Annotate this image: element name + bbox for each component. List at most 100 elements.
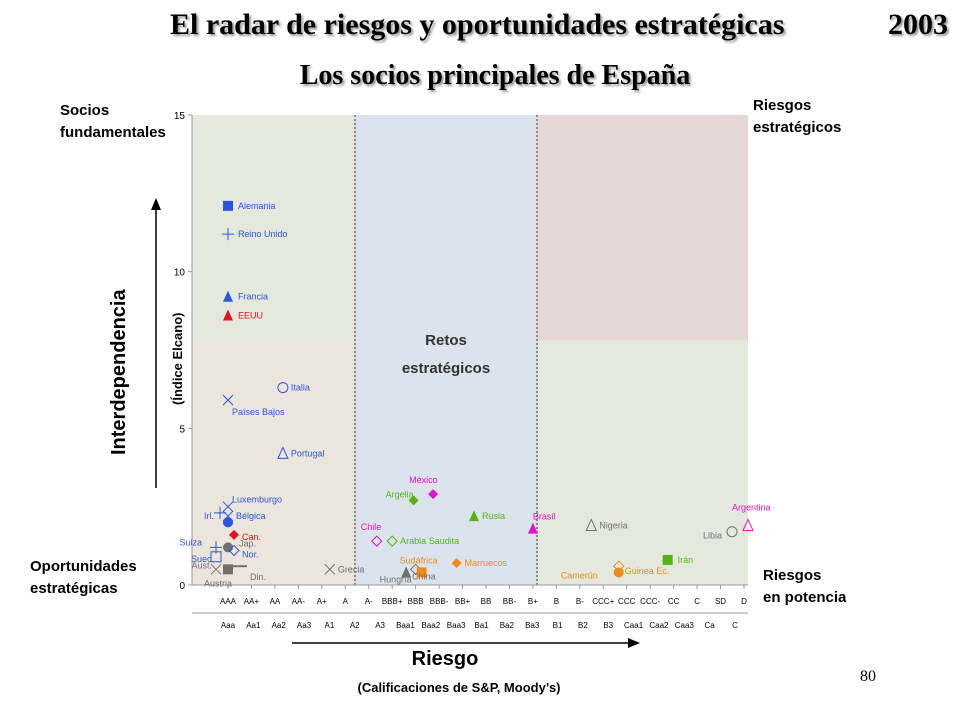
point-label: Jap. bbox=[239, 538, 256, 548]
x-tick-label-sp: C bbox=[694, 597, 700, 606]
point-irán bbox=[662, 554, 673, 565]
x-tick-label-moodys: C bbox=[732, 621, 738, 630]
label-riesgos-en-potencia: Riesgos en potencia bbox=[763, 565, 846, 609]
x-tick-label-moodys: Caa1 bbox=[624, 621, 644, 630]
point-label: Marruecos bbox=[465, 558, 508, 568]
label-retos-estrategicos: estratégicos bbox=[402, 360, 490, 377]
point-label: Países Bajos bbox=[232, 407, 285, 417]
y-tick-label: 15 bbox=[174, 111, 186, 122]
point-label: Reino Unido bbox=[238, 229, 288, 239]
point-aust- bbox=[210, 563, 222, 575]
x-tick-label-sp: D bbox=[741, 597, 747, 606]
chart-year: 2003 bbox=[888, 8, 948, 41]
point-label: Austria bbox=[204, 578, 232, 588]
x-arrow-head bbox=[628, 638, 640, 648]
x-tick-label-sp: BB+ bbox=[455, 597, 471, 606]
point-irl- bbox=[214, 506, 226, 519]
label-oportunidades-estrategicas: Oportunidades estratégicas bbox=[30, 556, 137, 600]
zone-riesgos-en-potencia bbox=[537, 340, 748, 585]
point-camerún bbox=[613, 567, 624, 578]
x-tick-label-moodys: B3 bbox=[603, 621, 613, 630]
x-tick-label-sp: BBB+ bbox=[382, 597, 403, 606]
x-tick-label-sp: BBB- bbox=[430, 597, 449, 606]
point-nor- bbox=[228, 544, 240, 557]
point-nigeria bbox=[585, 518, 598, 531]
point-sudáfrica bbox=[416, 567, 427, 578]
point-label: Guinea Ec. bbox=[625, 566, 670, 576]
point-label: México bbox=[409, 475, 438, 485]
corner-text: estratégicas bbox=[30, 580, 118, 597]
point-label: Arabia Saudita bbox=[400, 536, 459, 546]
x-tick-label-sp: BBB bbox=[408, 597, 424, 606]
x-tick-label-sp: BB- bbox=[503, 597, 517, 606]
point-label: Hungría bbox=[380, 574, 412, 584]
point-label: Grecia bbox=[338, 564, 365, 574]
point-label: Francia bbox=[238, 292, 268, 302]
point-label: Italia bbox=[291, 383, 310, 393]
y-tick-label: 5 bbox=[179, 424, 185, 435]
x-tick-label-moodys: B1 bbox=[553, 621, 563, 630]
point-can- bbox=[229, 529, 239, 540]
point-argentina bbox=[742, 518, 754, 531]
x-tick-label-sp: B bbox=[554, 597, 559, 606]
page-number: 80 bbox=[860, 668, 876, 685]
x-tick-label-sp: AAA bbox=[220, 597, 237, 606]
point-label: Suiza bbox=[179, 537, 202, 547]
x-tick-label-moodys: Aa2 bbox=[272, 621, 287, 630]
point-arabia-saudita bbox=[386, 535, 398, 547]
point-países-bajos bbox=[222, 394, 234, 406]
point-label: Irán bbox=[678, 555, 694, 565]
label-retos-estrategicos: Retos bbox=[425, 332, 467, 349]
point-portugal bbox=[277, 446, 289, 459]
point-label: Sudáfrica bbox=[400, 555, 438, 565]
point-china bbox=[401, 566, 412, 578]
point-jap- bbox=[223, 542, 233, 553]
x-tick-label-moodys: Caa3 bbox=[675, 621, 695, 630]
x-tick-label-moodys: B2 bbox=[578, 621, 588, 630]
x-tick-label-moodys: Ba1 bbox=[474, 621, 489, 630]
point-label: Suec. bbox=[191, 554, 214, 564]
x-tick-label-moodys: Aa3 bbox=[297, 621, 312, 630]
zone-oportunidades bbox=[192, 340, 355, 585]
point-label: Din. bbox=[250, 572, 266, 582]
point-rusia bbox=[469, 510, 479, 522]
label-socios-fundamentales: Socios fundamentales bbox=[60, 100, 166, 144]
point-austria bbox=[223, 564, 233, 575]
zone-riesgos-estrategicos bbox=[537, 115, 748, 341]
point-label: Argentina bbox=[732, 502, 771, 512]
x-tick-label-moodys: Baa2 bbox=[421, 621, 440, 630]
y-tick-label: 10 bbox=[174, 268, 186, 279]
x-tick-label-sp: A bbox=[343, 597, 349, 606]
corner-text: fundamentales bbox=[60, 124, 166, 141]
x-tick-label-moodys: Baa3 bbox=[447, 621, 466, 630]
point-eeuu bbox=[223, 309, 233, 321]
x-tick-label-sp: CCC bbox=[618, 597, 636, 606]
x-tick-label-moodys: Aaa bbox=[221, 621, 236, 630]
y-arrow-head bbox=[151, 198, 161, 210]
point-label: Nor. bbox=[242, 550, 259, 560]
x-tick-label-sp: CCC- bbox=[640, 597, 660, 606]
chart-subtitle: Los socios principales de España bbox=[299, 60, 691, 91]
point-unlabeled bbox=[223, 517, 233, 528]
point-label: China bbox=[412, 571, 436, 581]
point-italia bbox=[277, 382, 289, 394]
point-chile bbox=[371, 535, 383, 547]
point-label: Libia bbox=[703, 531, 722, 541]
point-label: Alemania bbox=[238, 201, 276, 211]
zone-retos-estrategicos bbox=[355, 115, 537, 585]
point-marruecos bbox=[451, 558, 462, 569]
x-tick-label-sp: AA+ bbox=[244, 597, 260, 606]
x-tick-label-sp: B- bbox=[576, 597, 584, 606]
x-tick-label-sp: A- bbox=[365, 597, 373, 606]
x-axis-sublabel: (Calificaciones de S&P, Moody’s) bbox=[357, 680, 561, 695]
x-tick-label-sp: AA- bbox=[292, 597, 306, 606]
point-label: Rusia bbox=[482, 511, 505, 521]
x-tick-label-moodys: A1 bbox=[325, 621, 335, 630]
point-label: EEUU bbox=[238, 311, 263, 321]
x-tick-label-sp: A+ bbox=[317, 597, 327, 606]
point-label: Chile bbox=[361, 522, 382, 532]
x-tick-label-moodys: Ba2 bbox=[500, 621, 515, 630]
point-libia bbox=[726, 526, 738, 538]
